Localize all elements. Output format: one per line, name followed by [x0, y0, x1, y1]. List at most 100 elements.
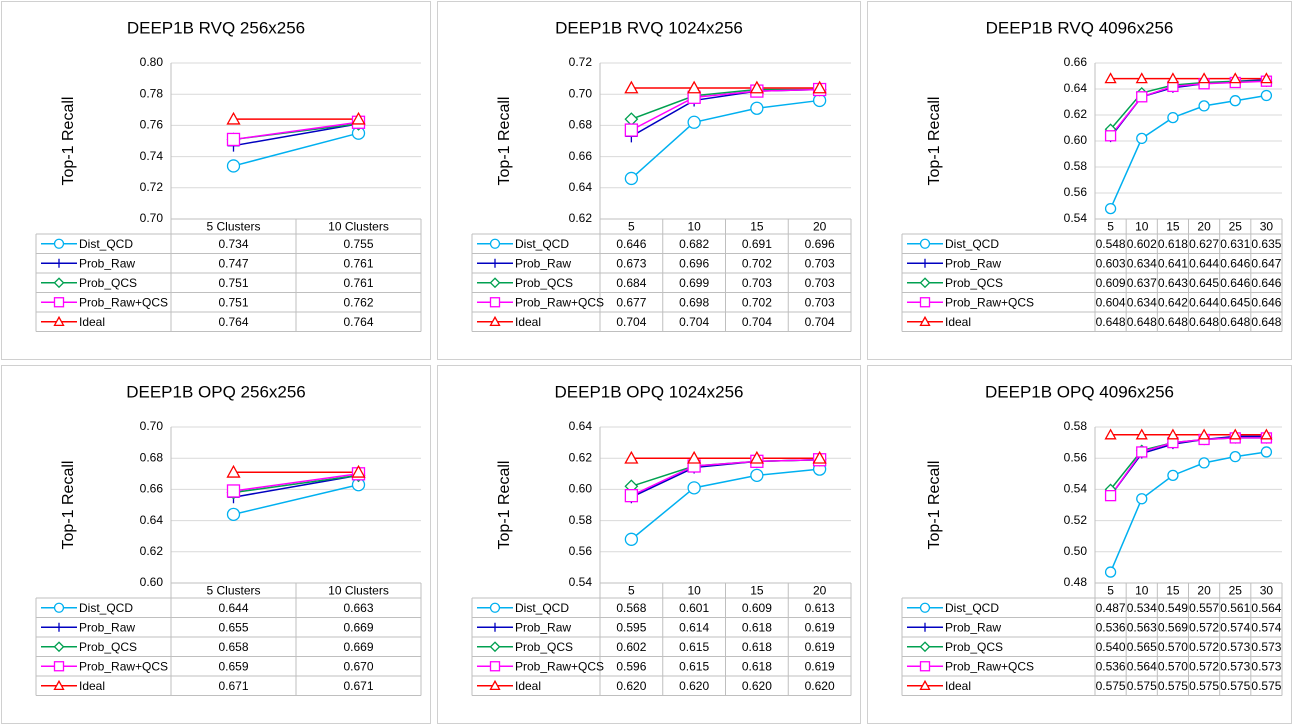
value-label: 0.648	[1189, 315, 1219, 329]
marker	[919, 679, 931, 691]
marker	[1167, 111, 1179, 124]
y-tick-label: 0.52	[1064, 513, 1088, 527]
value-label: 0.620	[679, 679, 709, 693]
legend-label: Dist_QCD	[79, 237, 133, 251]
legend-label: Prob_QCS	[515, 276, 573, 290]
y-tick-label: 0.66	[569, 149, 593, 163]
marker	[1104, 566, 1117, 578]
marker	[490, 622, 500, 632]
legend-label: Prob_QCS	[79, 276, 137, 290]
x-tick-label: 10 Clusters	[328, 220, 389, 234]
y-axis-label: Top-1 Recall	[60, 461, 77, 550]
value-label: 0.673	[616, 256, 646, 270]
value-label: 0.564	[1127, 659, 1157, 673]
y-tick-label: 0.60	[140, 575, 164, 589]
value-label: 0.619	[805, 640, 835, 654]
series-line	[233, 473, 359, 492]
x-tick-label: 20	[813, 220, 827, 234]
value-label: 0.704	[742, 315, 772, 329]
marker	[687, 115, 701, 129]
legend-label: Prob_Raw+QCS	[79, 295, 168, 309]
marker	[1167, 469, 1179, 482]
marker	[750, 101, 764, 115]
value-label: 0.671	[343, 679, 373, 693]
value-label: 0.618	[742, 640, 772, 654]
marker	[53, 315, 65, 327]
value-label: 0.637	[1127, 276, 1157, 290]
marker	[1136, 91, 1148, 103]
x-tick-label: 5	[628, 584, 635, 598]
marker	[1104, 489, 1117, 502]
series-line	[233, 123, 359, 147]
y-tick-label: 0.64	[140, 513, 164, 527]
y-tick-label: 0.58	[1064, 419, 1088, 433]
value-label: 0.536	[1096, 620, 1126, 634]
marker	[919, 602, 931, 613]
marker	[1166, 72, 1180, 84]
marker	[624, 171, 639, 186]
value-label: 0.575	[1189, 679, 1219, 693]
panel-border	[437, 1, 861, 360]
value-label: 0.569	[1158, 620, 1188, 634]
marker	[226, 159, 241, 173]
value-label: 0.696	[805, 237, 835, 251]
series-line	[630, 468, 820, 540]
x-tick-label: 10	[1135, 584, 1149, 598]
legend-label: Prob_Raw+QCS	[515, 295, 604, 309]
marker	[1198, 100, 1210, 112]
legend-label: Prob_QCS	[515, 640, 573, 654]
x-tick-label: 30	[1260, 220, 1274, 234]
value-label: 0.620	[742, 679, 772, 693]
x-tick-label: 10	[687, 220, 701, 234]
marker	[1104, 202, 1117, 215]
value-label: 0.575	[1220, 679, 1250, 693]
value-label: 0.574	[1220, 620, 1250, 634]
x-tick-label: 20	[1197, 584, 1211, 598]
series-line	[631, 459, 820, 497]
value-label: 0.646	[1251, 276, 1281, 290]
value-label: 0.698	[679, 295, 709, 309]
value-label: 0.614	[679, 620, 709, 634]
value-label: 0.761	[343, 276, 373, 290]
value-label: 0.646	[616, 237, 646, 251]
marker	[489, 315, 501, 327]
chart-title: DEEP1B RVQ 256x256	[127, 18, 305, 37]
y-tick-label: 0.62	[1064, 107, 1088, 121]
marker	[351, 111, 366, 125]
y-tick-label: 0.62	[569, 211, 593, 225]
legend-label: Prob_Raw+QCS	[945, 659, 1034, 673]
value-label: 0.634	[1127, 256, 1157, 270]
chart-title: DEEP1B OPQ 4096x256	[985, 382, 1174, 401]
marker	[226, 484, 241, 498]
value-label: 0.536	[1096, 659, 1126, 673]
x-tick-label: 10	[1135, 220, 1149, 234]
marker	[920, 622, 930, 632]
chart-title: DEEP1B OPQ 1024x256	[554, 382, 743, 401]
y-axis-label: Top-1 Recall	[496, 97, 513, 186]
value-label: 0.646	[1220, 276, 1250, 290]
y-tick-label: 0.66	[1064, 55, 1088, 69]
x-tick-label: 5 Clusters	[206, 220, 260, 234]
y-tick-label: 0.70	[140, 419, 164, 433]
y-tick-label: 0.62	[140, 544, 164, 558]
marker	[1260, 446, 1273, 458]
value-label: 0.595	[616, 620, 646, 634]
value-label: 0.601	[679, 601, 709, 615]
value-label: 0.641	[1158, 256, 1188, 270]
marker	[919, 315, 931, 327]
marker	[1135, 72, 1148, 84]
value-label: 0.703	[805, 276, 835, 290]
marker	[919, 641, 931, 653]
x-tick-label: 5	[1107, 220, 1114, 234]
legend-label: Ideal	[945, 679, 971, 693]
panel-border	[437, 365, 861, 724]
value-label: 0.573	[1220, 640, 1250, 654]
marker	[226, 132, 241, 147]
marker	[919, 277, 931, 289]
series-line	[631, 88, 820, 131]
y-tick-label: 0.54	[1064, 482, 1088, 496]
value-label: 0.648	[1096, 315, 1126, 329]
value-label: 0.644	[1189, 295, 1219, 309]
value-label: 0.574	[1251, 620, 1281, 634]
y-tick-label: 0.64	[569, 180, 593, 194]
